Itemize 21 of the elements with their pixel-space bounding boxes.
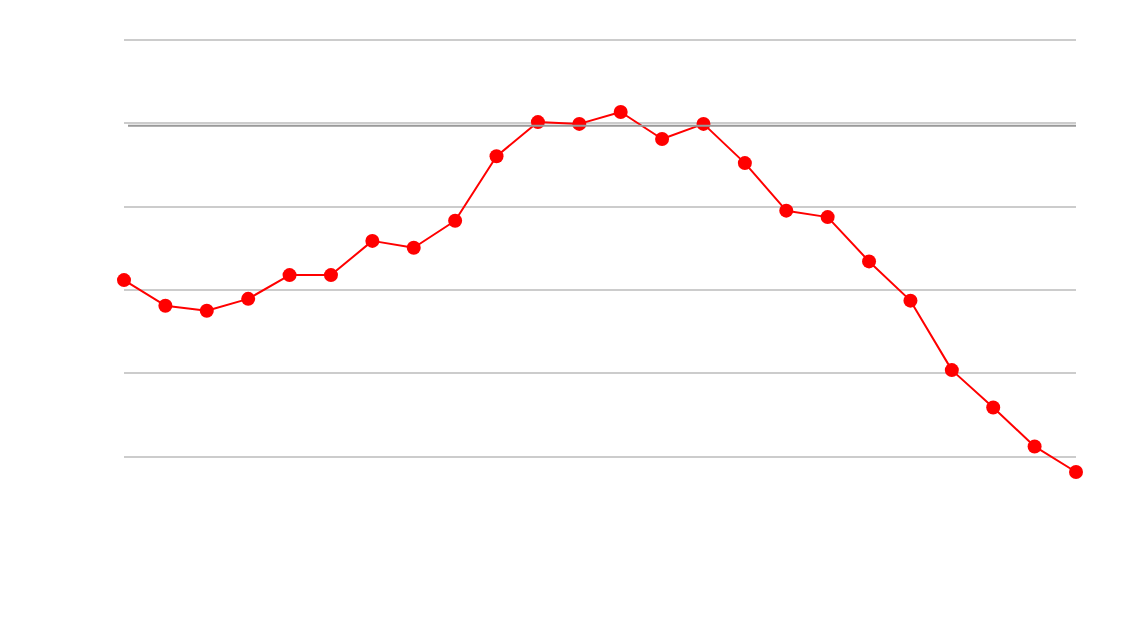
- point: [199, 303, 214, 318]
- point: [323, 268, 338, 283]
- point: [365, 233, 380, 248]
- point: [448, 213, 463, 228]
- point: [655, 132, 670, 146]
- point: [862, 254, 877, 269]
- point: [489, 149, 504, 164]
- point: [986, 400, 1001, 415]
- point: [117, 273, 131, 288]
- point: [158, 298, 173, 313]
- point: [1069, 465, 1083, 479]
- point: [241, 291, 256, 306]
- point: [737, 156, 752, 171]
- point: [1027, 439, 1042, 454]
- point: [820, 210, 835, 225]
- point: [944, 363, 959, 378]
- point: [282, 268, 297, 283]
- point: [613, 105, 628, 119]
- point: [903, 293, 918, 308]
- point: [406, 240, 421, 255]
- point: [779, 203, 794, 218]
